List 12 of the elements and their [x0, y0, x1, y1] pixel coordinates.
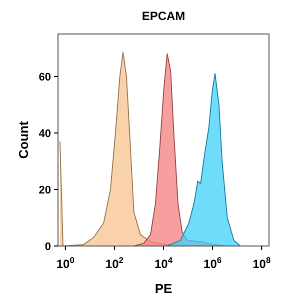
y-tick-label: 0: [44, 241, 51, 253]
y-tick-label: 20: [38, 184, 51, 196]
y-tick-label: 40: [38, 128, 51, 140]
chart-title: EPCAM: [142, 9, 186, 23]
x-tick-label: 10$^{8}$: [252, 255, 271, 271]
x-axis-title: PE: [154, 281, 172, 296]
y-axis-title: Count: [16, 120, 31, 159]
x-tick-label: 10$^{0}$: [56, 255, 75, 271]
x-tick-label: 10$^{6}$: [204, 255, 222, 271]
x-tick-label: 10$^{2}$: [105, 255, 124, 271]
x-tick-label: 10$^{4}$: [154, 255, 173, 271]
y-tick-label: 60: [38, 71, 51, 84]
